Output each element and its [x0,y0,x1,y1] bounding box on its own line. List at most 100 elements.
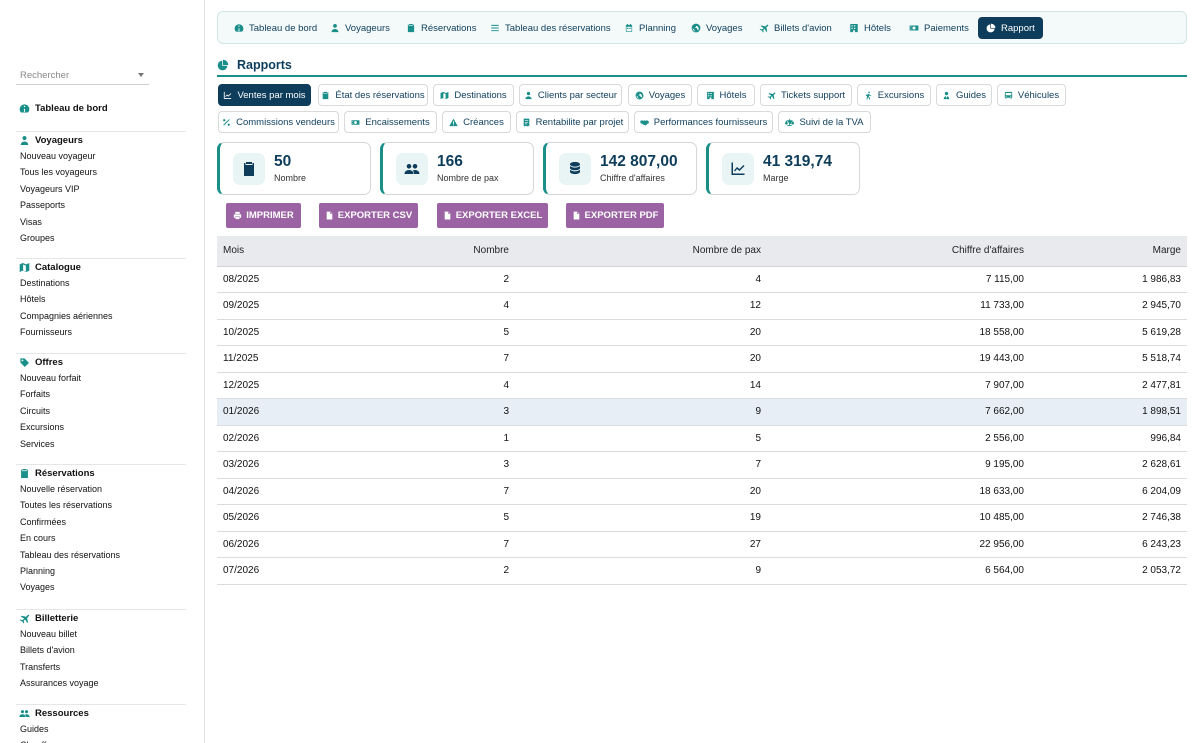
table-cell: 7 115,00 [767,266,1030,293]
report-tab[interactable]: Créances [442,111,511,133]
sidebar-item[interactable]: Guides [20,724,49,734]
topnav-item[interactable]: Réservations [398,17,484,39]
topnav-item[interactable]: Rapport [978,17,1043,39]
sidebar-item[interactable]: Destinations [20,278,70,288]
report-tab[interactable]: Destinations [433,84,514,106]
report-tab[interactable]: Tickets support [760,84,852,106]
topnav-item[interactable]: Tableau de bord [226,17,325,39]
sidebar-item[interactable]: Nouveau billet [20,629,78,639]
column-header[interactable]: Nombre [317,236,515,267]
column-header[interactable]: Nombre de pax [515,236,767,267]
sidebar-item[interactable]: Groupes [20,232,55,243]
sidebar-item[interactable]: Billets d'avion [20,645,75,656]
table-cell: 07/2026 [217,557,317,585]
sidebar-item[interactable]: Visas [20,216,42,227]
sidebar-heading-ressources[interactable]: Ressources [19,706,186,721]
sidebar-item[interactable]: Circuits [20,405,51,416]
sidebar-item[interactable]: Confirmées [20,516,67,527]
sidebar-item[interactable]: Toutes les réservations [20,500,113,511]
sidebar-heading-catalogue[interactable]: Catalogue [19,260,186,275]
topnav-item[interactable]: Paiements [901,17,977,39]
table-cell: 20 [515,478,767,505]
sidebar-heading-billetterie[interactable]: Billetterie [19,611,186,626]
table-row: 08/2025 2 4 7 115,00 1 986,83 [217,266,1187,293]
report-tab-label: Rentabilite par projet [535,116,624,128]
report-tab[interactable]: Rentabilite par projet [516,111,629,133]
sidebar-item[interactable]: Excursions [20,422,65,433]
sidebar-item[interactable]: Tableau des réservations [20,549,121,560]
sidebar-item[interactable]: Chauffeurs [16,737,186,743]
sidebar-heading-tableau-de-bord[interactable]: Tableau de bord [19,101,186,116]
sidebar-item[interactable]: Fournisseurs [20,327,73,338]
hotel-icon [850,23,858,33]
report-tab[interactable]: Commissions vendeurs [218,111,339,133]
table-cell: 01/2026 [217,398,317,426]
report-tab[interactable]: Encaissements [344,111,437,133]
sidebar-item[interactable]: Planning [20,565,56,576]
report-tab-label: Destinations [454,89,507,101]
topnav-item[interactable]: Voyageurs [322,17,398,39]
search-select[interactable]: Rechercher [16,66,149,85]
sidebar-item[interactable]: Nouveau forfait [20,373,82,383]
sidebar-item[interactable]: En cours [20,533,56,544]
report-tab[interactable]: Véhicules [997,84,1066,106]
table-cell: 20 [515,345,767,373]
sidebar-item[interactable]: Voyages [20,582,55,593]
sidebar-item[interactable]: Nouvelle réservation [20,484,103,494]
topnav-item[interactable]: Voyages [683,17,750,39]
report-tab[interactable]: Hôtels [697,84,755,106]
topnav-label: Billets d'avion [774,22,832,34]
stat-label: Nombre de pax [437,173,499,183]
topnav-item[interactable]: Tableau des réservations [482,17,619,39]
handshake-icon [640,119,649,125]
report-tab[interactable]: Guides [936,84,992,106]
report-tab[interactable]: Suivi de la TVA [778,111,871,133]
topnav-item[interactable]: Billets d'avion [751,17,840,39]
bus-icon [1004,91,1013,99]
column-header[interactable]: Mois [217,236,317,267]
stat-value: 50 [274,153,292,170]
sidebar-item[interactable]: Voyageurs VIP [20,183,80,194]
table-cell: 7 662,00 [767,398,1030,426]
sidebar-heading-label: Voyageurs [35,135,83,146]
sidebar-item[interactable]: Transferts [20,661,61,672]
sidebar-item[interactable]: Compagnies aériennes [20,310,113,321]
column-header[interactable]: Chiffre d'affaires [767,236,1030,267]
export-csv-button[interactable]: EXPORTER CSV [319,203,418,228]
report-tab-label: Suivi de la TVA [799,116,864,128]
table-cell: 06/2026 [217,531,317,558]
topnav-label: Hôtels [864,22,891,34]
sidebar-section-catalogue: Catalogue Destinations Hôtels Compagnies aé… [16,258,186,341]
report-tab[interactable]: Clients par secteur [519,84,622,106]
table-cell: 7 [317,345,515,373]
sidebar-item[interactable]: Services [20,438,55,449]
topnav-item[interactable]: Hôtels [841,17,899,39]
column-header[interactable]: Marge [1030,236,1187,267]
export-pdf-button[interactable]: EXPORTER PDF [566,203,664,228]
sidebar-heading-r-servations[interactable]: Réservations [19,466,186,481]
print-button[interactable]: IMPRIMER [226,203,301,228]
report-tab[interactable]: État des réservations [318,84,428,106]
hiking-icon [865,91,872,99]
export-excel-button[interactable]: EXPORTER EXCEL [437,203,548,228]
sidebar-item[interactable]: Tous les voyageurs [20,167,98,178]
stat-card: 50 Nombre [217,142,371,195]
sidebar-heading-offres[interactable]: Offres [19,355,186,370]
table-cell: 08/2025 [217,266,317,293]
table-cell: 9 [515,557,767,585]
sidebar-item[interactable]: Forfaits [20,389,51,400]
report-tab[interactable]: Performances fournisseurs [634,111,773,133]
sidebar-item[interactable]: Hôtels [20,294,46,305]
money-icon [909,25,919,31]
sidebar-item[interactable]: Passeports [20,200,66,211]
sidebar-heading-voyageurs[interactable]: Voyageurs [19,133,186,148]
table-cell: 11 733,00 [767,292,1030,320]
sidebar-item[interactable]: Nouveau voyageur [20,151,96,161]
sidebar-item[interactable]: Assurances voyage [20,678,99,689]
report-tab[interactable]: Ventes par mois [218,84,311,106]
receipt-icon [523,118,529,126]
report-tab[interactable]: Voyages [628,84,692,106]
topnav-item[interactable]: Planning [616,17,684,39]
report-tab[interactable]: Excursions [857,84,931,106]
sidebar-section-voyageurs: Voyageurs Nouveau voyageur Tous les voyage… [16,131,186,246]
